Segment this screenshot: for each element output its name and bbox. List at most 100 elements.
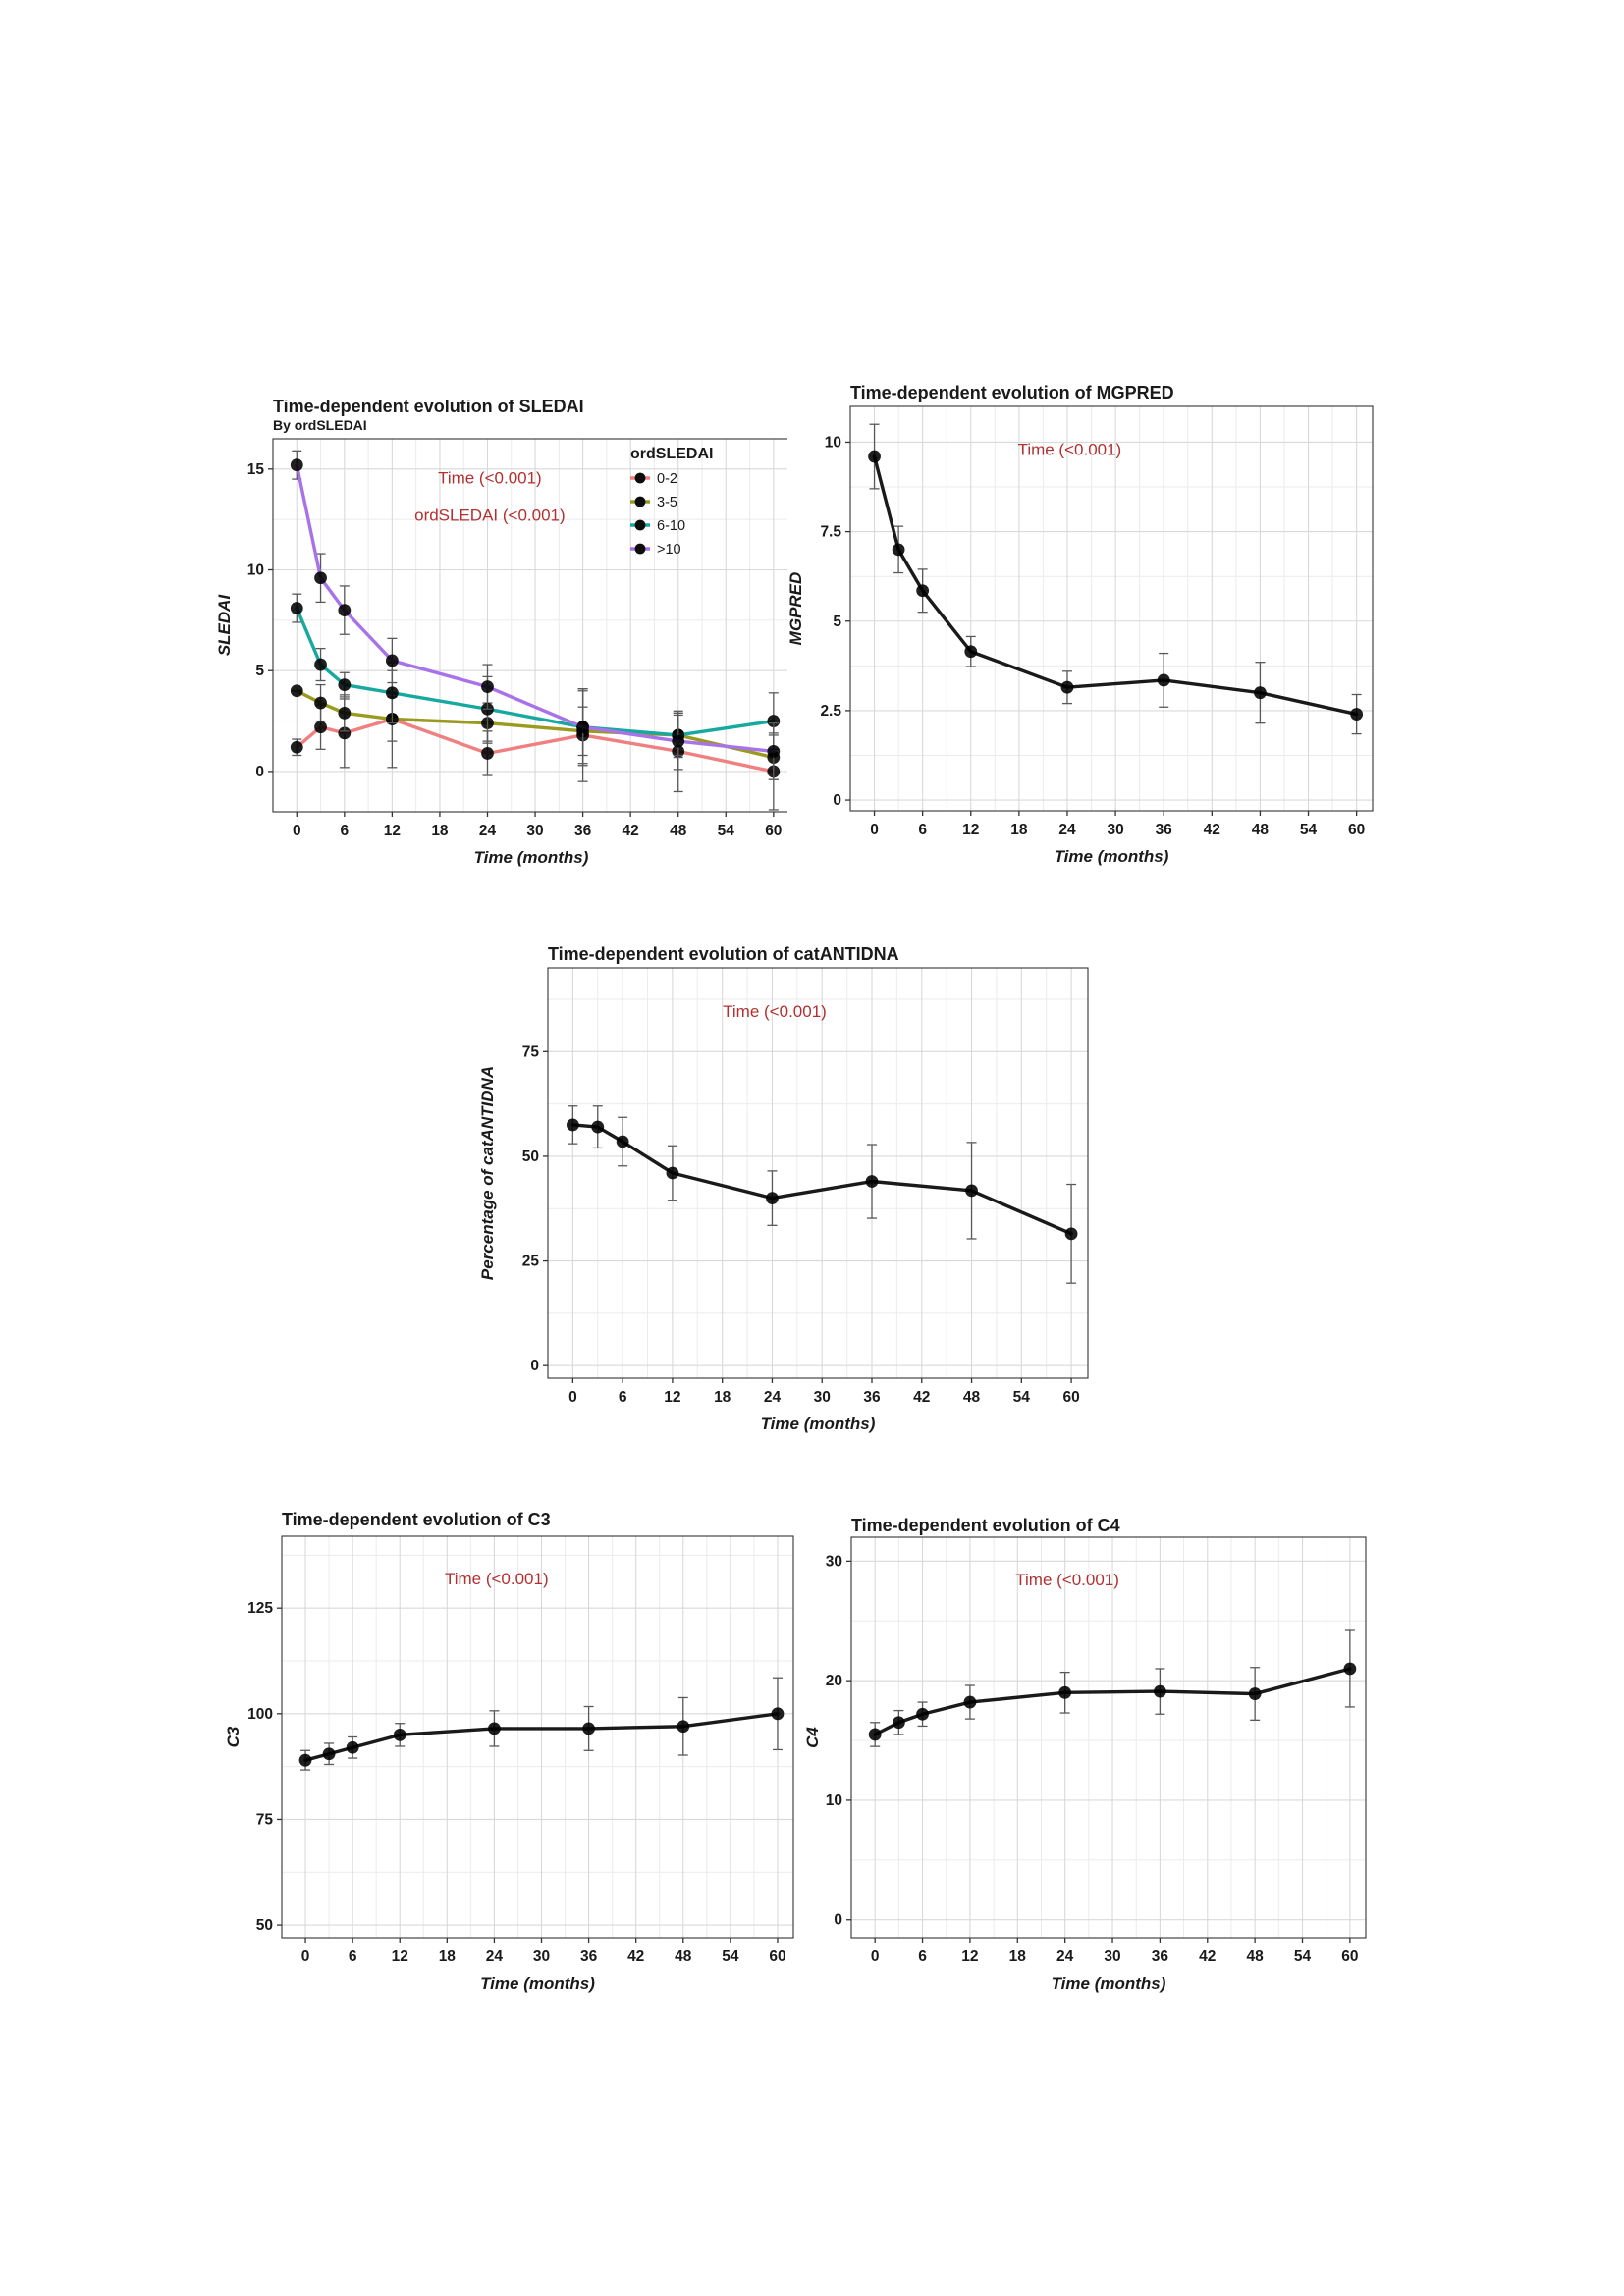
svg-text:Time-dependent evolution of C3: Time-dependent evolution of C3 [282,1512,551,1529]
svg-text:C3: C3 [225,1726,243,1747]
svg-text:30: 30 [533,1949,550,1965]
svg-text:25: 25 [522,1254,540,1270]
svg-text:0: 0 [293,823,301,839]
svg-text:6: 6 [349,1949,357,1965]
svg-text:12: 12 [392,1949,408,1965]
svg-text:Time (months): Time (months) [761,1415,876,1433]
svg-text:Time-dependent evolution of MG: Time-dependent evolution of MGPRED [850,385,1174,402]
svg-text:48: 48 [1247,1949,1265,1965]
svg-text:Time (<0.001): Time (<0.001) [1018,440,1122,458]
svg-text:50: 50 [256,1917,273,1934]
svg-text:30: 30 [826,1553,842,1570]
svg-text:54: 54 [722,1949,739,1965]
svg-text:42: 42 [1199,1949,1216,1965]
svg-text:Time (<0.001): Time (<0.001) [445,1570,549,1588]
svg-text:7.5: 7.5 [820,524,841,541]
svg-text:60: 60 [765,823,782,839]
svg-text:0: 0 [833,792,841,809]
svg-text:2.5: 2.5 [820,703,841,720]
svg-text:3-5: 3-5 [657,495,677,510]
svg-text:ordSLEDAI: ordSLEDAI [630,446,713,462]
svg-text:Time-dependent evolution of C4: Time-dependent evolution of C4 [851,1518,1120,1535]
svg-text:30: 30 [1107,822,1123,838]
svg-text:0: 0 [870,822,879,838]
svg-text:24: 24 [1058,822,1076,838]
svg-text:54: 54 [718,823,735,839]
svg-text:0: 0 [568,1389,577,1406]
svg-text:18: 18 [439,1949,457,1965]
svg-text:MGPRED: MGPRED [787,572,805,646]
svg-text:42: 42 [627,1949,644,1965]
svg-text:5: 5 [255,663,264,679]
svg-text:0: 0 [255,764,264,780]
svg-text:54: 54 [1294,1949,1312,1965]
svg-text:0: 0 [530,1358,539,1374]
svg-text:12: 12 [962,822,979,838]
svg-text:75: 75 [522,1043,540,1060]
svg-text:10: 10 [247,562,264,579]
svg-text:30: 30 [526,823,543,839]
svg-text:48: 48 [675,1949,692,1965]
svg-text:30: 30 [1104,1949,1120,1965]
svg-text:42: 42 [623,823,639,839]
svg-text:54: 54 [1300,822,1318,838]
svg-text:0: 0 [834,1912,842,1929]
svg-text:0: 0 [301,1949,310,1965]
svg-text:Time (<0.001): Time (<0.001) [723,1002,827,1021]
svg-text:0: 0 [871,1949,880,1965]
svg-text:0-2: 0-2 [657,471,677,487]
svg-text:60: 60 [1341,1949,1358,1965]
svg-text:18: 18 [1010,822,1028,838]
svg-text:6: 6 [918,822,927,838]
svg-text:SLEDAI: SLEDAI [216,594,234,657]
svg-text:24: 24 [479,823,497,839]
svg-text:18: 18 [431,823,449,839]
svg-text:6: 6 [341,823,350,839]
svg-text:15: 15 [247,461,265,478]
svg-text:36: 36 [863,1389,881,1406]
svg-text:20: 20 [826,1673,842,1689]
svg-text:ordSLEDAI (<0.001): ordSLEDAI (<0.001) [414,507,566,525]
svg-text:48: 48 [670,823,687,839]
svg-text:42: 42 [913,1389,930,1406]
svg-text:Time-dependent evolution of ca: Time-dependent evolution of catANTIDNA [548,946,899,964]
svg-text:36: 36 [1152,1949,1169,1965]
svg-text:12: 12 [664,1389,680,1406]
svg-text:54: 54 [1013,1389,1031,1406]
svg-text:6: 6 [918,1949,927,1965]
svg-text:60: 60 [769,1949,785,1965]
svg-text:Percentage of catANTIDNA: Percentage of catANTIDNA [479,1066,497,1280]
svg-text:36: 36 [580,1949,598,1965]
svg-text:60: 60 [1062,1389,1079,1406]
svg-text:Time (months): Time (months) [480,1974,595,1993]
svg-text:10: 10 [825,434,841,451]
svg-text:10: 10 [826,1792,842,1809]
svg-text:60: 60 [1348,822,1365,838]
svg-text:100: 100 [247,1706,273,1723]
svg-text:>10: >10 [657,542,681,558]
svg-text:Time (<0.001): Time (<0.001) [1015,1571,1119,1589]
svg-text:125: 125 [247,1600,273,1617]
svg-text:36: 36 [1156,822,1173,838]
svg-text:6: 6 [619,1389,627,1406]
svg-text:36: 36 [574,823,592,839]
svg-text:Time-dependent evolution of SL: Time-dependent evolution of SLEDAI [273,400,584,416]
svg-text:48: 48 [963,1389,981,1406]
svg-text:Time (months): Time (months) [474,848,589,867]
svg-text:6-10: 6-10 [657,518,685,534]
svg-text:By ordSLEDAI: By ordSLEDAI [273,417,367,433]
svg-text:24: 24 [764,1389,782,1406]
svg-text:C4: C4 [804,1727,822,1748]
svg-text:30: 30 [814,1389,831,1406]
svg-text:42: 42 [1204,822,1220,838]
svg-text:24: 24 [486,1949,504,1965]
svg-text:24: 24 [1056,1949,1074,1965]
svg-text:Time (months): Time (months) [1052,1974,1166,1993]
svg-text:Time (<0.001): Time (<0.001) [438,469,542,488]
svg-text:75: 75 [256,1811,274,1828]
svg-text:18: 18 [714,1389,731,1406]
svg-text:50: 50 [522,1148,539,1165]
svg-text:5: 5 [833,614,841,630]
svg-text:12: 12 [384,823,401,839]
svg-text:48: 48 [1252,822,1270,838]
